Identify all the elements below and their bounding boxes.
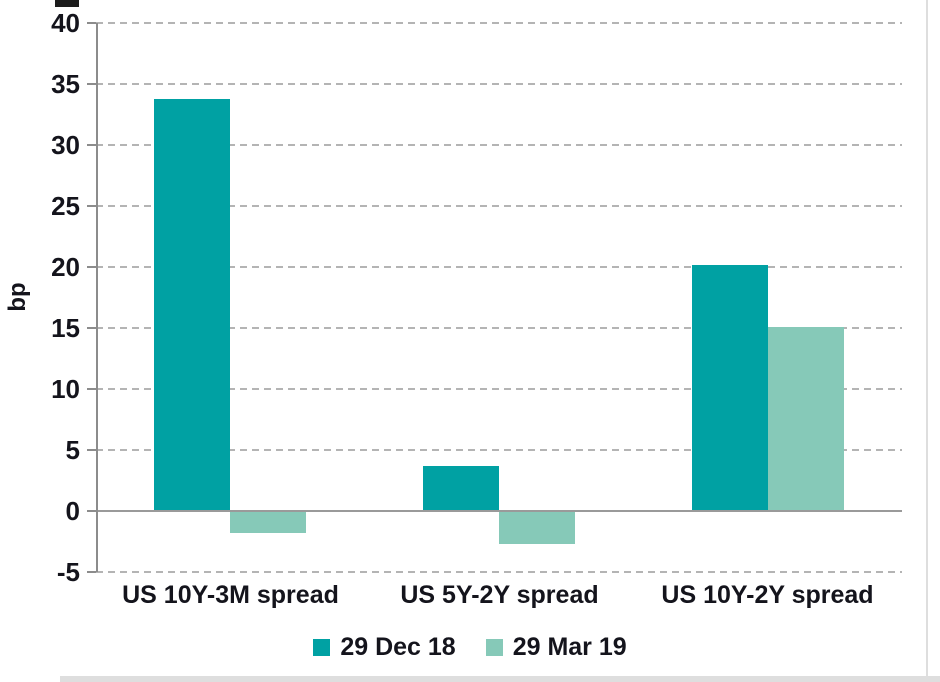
gridline [96,22,902,24]
cropped-text-artifact [55,0,79,7]
gridline [96,449,902,451]
bar-29-mar-19 [768,327,844,510]
gridline [96,571,902,573]
y-tick-label: 5 [65,435,80,465]
y-tick-label: 15 [51,313,80,343]
y-tickmark [87,571,96,573]
y-tickmark [87,510,96,512]
y-tickmark [87,388,96,390]
y-tick-label: 0 [65,496,80,526]
gridline [96,388,902,390]
page-edge-right [926,0,928,682]
gridline [96,205,902,207]
y-tick-label: 10 [51,374,80,404]
y-tickmark [87,144,96,146]
bar-29-dec-18 [423,466,499,510]
y-axis-line [96,23,98,572]
y-tickmark [87,266,96,268]
y-tickmark [87,83,96,85]
legend: 29 Dec 18 29 Mar 19 [0,633,940,662]
page-edge-bottom [60,676,940,682]
bar-29-dec-18 [692,265,768,510]
legend-item: 29 Mar 19 [485,633,627,662]
gridline [96,144,902,146]
zero-line [96,510,902,512]
y-tick-label: 35 [51,69,80,99]
legend-label: 29 Mar 19 [512,633,627,661]
legend-swatch [485,639,503,656]
y-tickmark [87,449,96,451]
bar-29-mar-19 [230,512,306,533]
gridline [96,327,902,329]
legend-label: 29 Dec 18 [340,633,456,661]
legend-swatch [313,639,331,656]
y-tickmark [87,22,96,24]
bar-29-mar-19 [499,512,575,544]
gridline [96,83,902,85]
category-label: US 5Y-2Y spread [400,581,599,609]
bar-29-dec-18 [154,99,230,510]
category-label: US 10Y-2Y spread [661,581,874,609]
y-tick-label: 20 [51,252,80,282]
legend-item: 29 Dec 18 [313,633,456,662]
y-tickmark [87,327,96,329]
y-tick-label: 25 [51,191,80,221]
y-tick-label: 40 [51,8,80,38]
gridline [96,266,902,268]
y-tick-label: 30 [51,130,80,160]
y-tickmark [87,205,96,207]
y-tick-label: -5 [56,557,80,587]
category-label: US 10Y-3M spread [122,581,339,609]
